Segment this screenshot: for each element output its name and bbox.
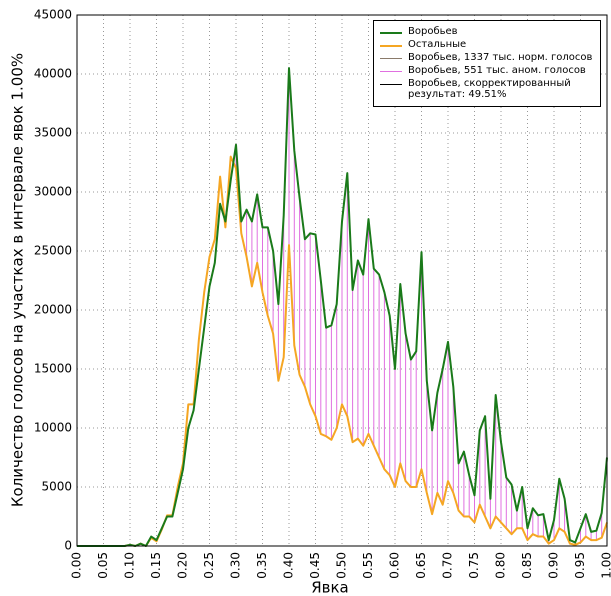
x-tick-label: 0.90 (547, 552, 561, 579)
y-tick-label: 20000 (34, 303, 72, 317)
x-tick-label: 0.20 (176, 552, 190, 579)
x-tick-label: 0.75 (467, 552, 481, 579)
y-tick-label: 5000 (41, 480, 72, 494)
legend-entry: Воробьев, скорректированный результат: 4… (374, 78, 600, 100)
x-tick-label: 0.25 (202, 552, 216, 579)
legend-entry: Воробьев, 1337 тыс. норм. голосов (374, 52, 600, 63)
series-line (77, 67, 608, 547)
x-axis-label: Явка (311, 579, 349, 596)
legend-label: Остальные (408, 39, 467, 50)
x-tick-label: 0.45 (308, 552, 322, 579)
legend-entry: Воробьев, 551 тыс. аном. голосов (374, 65, 600, 76)
x-tick-label: 0.10 (123, 552, 137, 579)
y-tick-label: 25000 (34, 244, 72, 258)
x-tick-label: 0.85 (520, 552, 534, 579)
x-tick-label: 1.00 (600, 552, 611, 579)
legend-swatch (380, 32, 402, 34)
x-tick-label: 0.40 (282, 552, 296, 579)
y-tick-label: 40000 (34, 67, 72, 81)
legend-swatch (380, 45, 402, 47)
plot-frame (76, 14, 608, 547)
y-tick-label: 15000 (34, 362, 72, 376)
legend-entry: Остальные (374, 39, 600, 50)
legend: Воробьев Остальные Воробьев, 1337 тыс. нор… (373, 20, 601, 107)
x-tick-label: 0.15 (149, 552, 163, 579)
x-tick-label: 0.80 (494, 552, 508, 579)
y-tick-label: 30000 (34, 185, 72, 199)
legend-entry: Воробьев (374, 26, 600, 37)
x-tick-label: 0.30 (229, 552, 243, 579)
x-tick-label: 0.70 (441, 552, 455, 579)
x-tick-label: 0.95 (573, 552, 587, 579)
y-tick-label: 45000 (34, 8, 72, 22)
y-axis-label: Количество голосов на участках в интерва… (9, 53, 27, 507)
legend-swatch (380, 84, 402, 85)
x-tick-label: 0.65 (414, 552, 428, 579)
legend-swatch (380, 71, 402, 72)
y-tick-label: 10000 (34, 421, 72, 435)
legend-label: Воробьев, 1337 тыс. норм. голосов (408, 52, 593, 63)
legend-label: Воробьев (408, 26, 458, 37)
legend-swatch (380, 58, 402, 59)
legend-label: Воробьев, скорректированный результат: 4… (408, 78, 571, 100)
x-tick-label: 0.35 (255, 552, 269, 579)
x-tick-label: 0.00 (70, 552, 84, 579)
x-tick-label: 0.60 (388, 552, 402, 579)
legend-label: Воробьев, 551 тыс. аном. голосов (408, 65, 586, 76)
y-tick-label: 35000 (34, 126, 72, 140)
x-tick-label: 0.50 (335, 552, 349, 579)
x-tick-label: 0.55 (361, 552, 375, 579)
x-tick-label: 0.05 (96, 552, 110, 579)
y-tick-label: 0 (64, 539, 72, 553)
